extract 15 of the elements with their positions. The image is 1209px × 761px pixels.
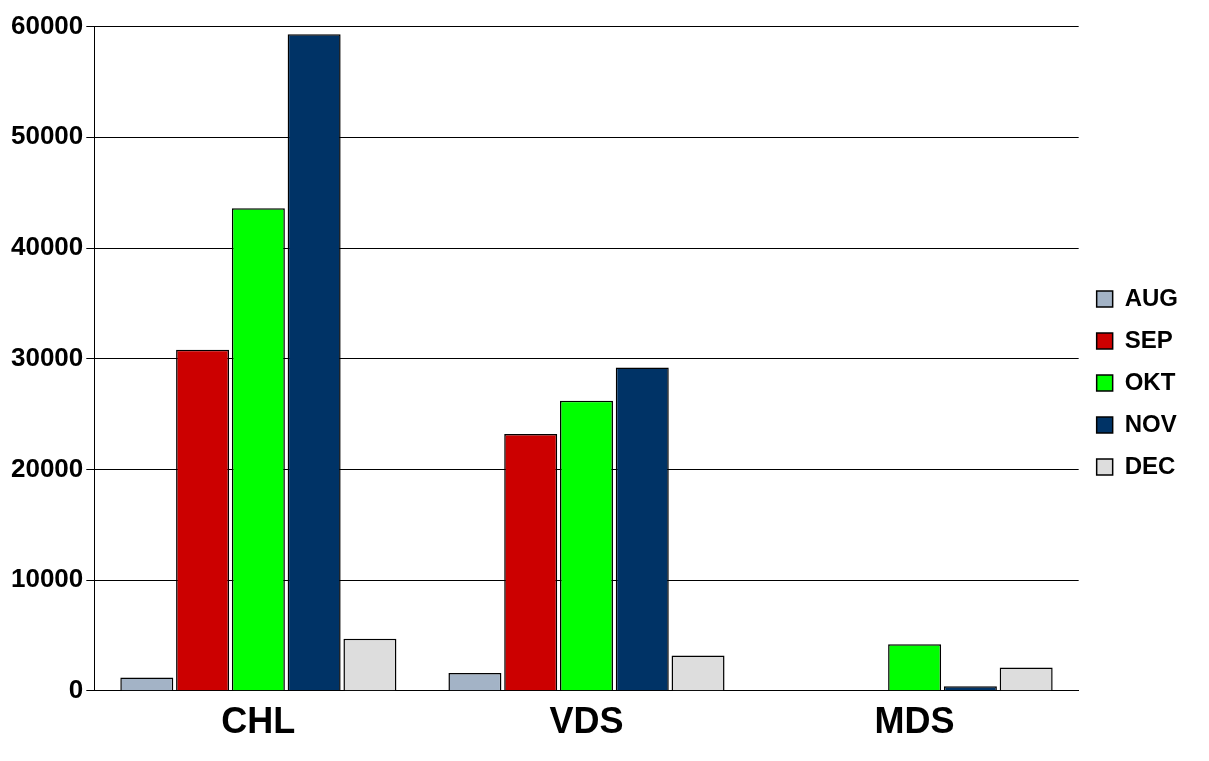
y-tick-label: 10000 <box>10 563 84 594</box>
y-tick-label: 30000 <box>10 341 84 372</box>
legend-label: AUG <box>1124 283 1179 311</box>
legend-label: NOV <box>1124 409 1177 437</box>
y-tick-label: 20000 <box>10 452 84 483</box>
x-tick-label: VDS <box>549 700 624 742</box>
legend-label: DEC <box>1124 451 1176 479</box>
x-tick-label: MDS <box>874 700 955 742</box>
y-tick-label: 40000 <box>10 231 84 262</box>
legend-label: SEP <box>1124 325 1173 353</box>
legend-label: OKT <box>1124 367 1176 395</box>
x-tick-label: CHL <box>221 700 296 742</box>
y-tick-label: 60000 <box>10 9 84 40</box>
y-tick-label: 0 <box>68 673 84 704</box>
y-tick-label: 50000 <box>10 120 84 151</box>
